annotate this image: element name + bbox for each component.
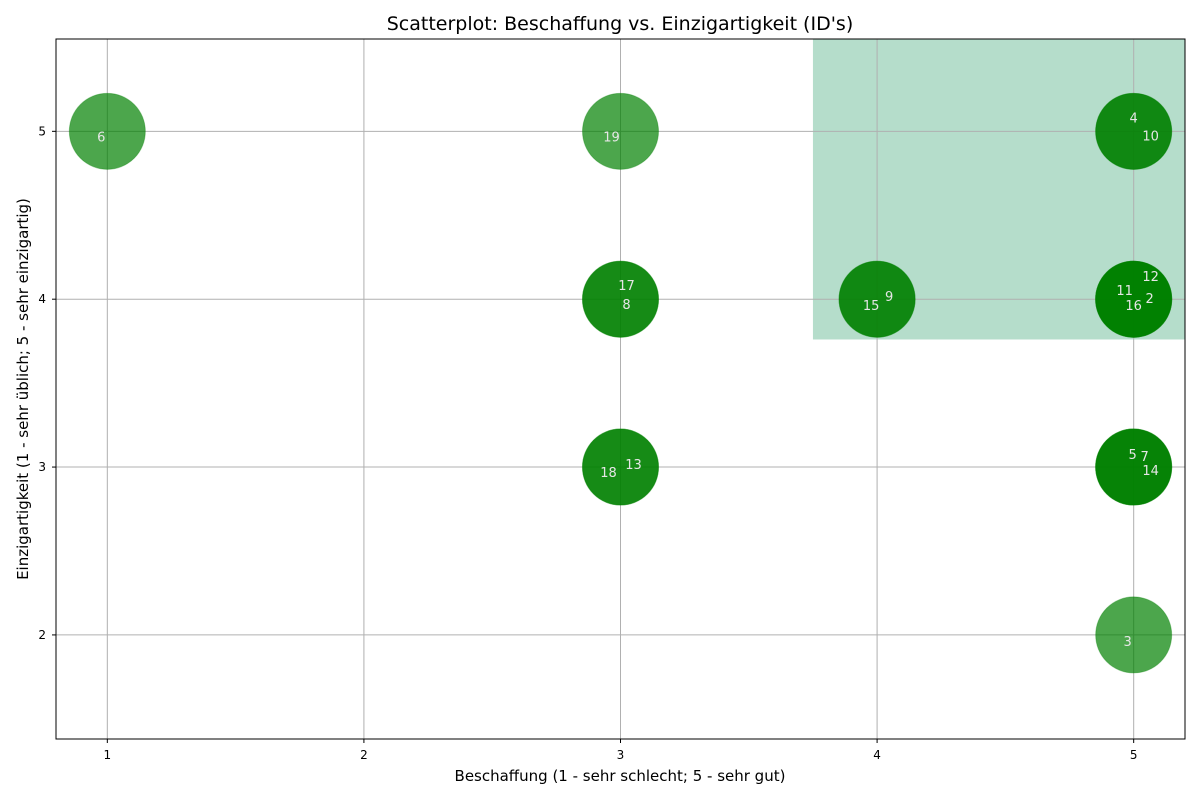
y-tick-label: 4: [38, 292, 46, 306]
point-label-11: 11: [1116, 284, 1133, 299]
data-point-16: [1095, 260, 1173, 338]
x-tick-label: 1: [103, 748, 111, 762]
data-point-18: [582, 428, 659, 506]
point-label-6: 6: [97, 130, 105, 145]
y-tick-label: 3: [38, 460, 46, 474]
y-tick-label: 5: [38, 124, 46, 138]
point-label-13: 13: [625, 458, 642, 473]
x-tick-label: 4: [873, 748, 881, 762]
point-label-16: 16: [1125, 299, 1142, 314]
data-point-6: [68, 92, 146, 170]
point-label-7: 7: [1141, 450, 1149, 465]
point-label-5: 5: [1129, 448, 1137, 463]
x-tick-label: 3: [617, 748, 625, 762]
chart-title: Scatterplot: Beschaffung vs. Einzigartig…: [387, 13, 854, 35]
point-label-14: 14: [1142, 464, 1159, 479]
data-point-3: [1095, 596, 1173, 674]
point-label-12: 12: [1142, 270, 1159, 285]
point-label-19: 19: [603, 130, 620, 145]
data-point-19: [582, 92, 659, 170]
point-label-8: 8: [622, 298, 630, 313]
x-ticks: 1 2 3 4 5: [103, 739, 1138, 762]
point-label-2: 2: [1146, 292, 1154, 307]
point-label-3: 3: [1124, 635, 1132, 650]
point-label-17: 17: [618, 279, 635, 294]
x-axis-label: Beschaffung (1 - sehr schlecht; 5 - sehr…: [455, 767, 786, 785]
y-ticks: 2 3 4 5: [38, 124, 56, 642]
point-label-4: 4: [1130, 111, 1138, 126]
y-axis-label: Einzigartigkeit (1 - sehr üblich; 5 - se…: [14, 198, 32, 580]
data-point-10: [1095, 92, 1173, 170]
x-tick-label: 5: [1130, 748, 1138, 762]
point-label-18: 18: [600, 466, 617, 481]
data-points: [68, 92, 1173, 674]
data-point-14: [1095, 428, 1173, 506]
point-label-15: 15: [863, 299, 880, 314]
point-label-10: 10: [1142, 129, 1159, 144]
data-point-17: [582, 260, 659, 338]
point-labels: 2 3 4 5 6 7 8 9 10 11 12 13 14 15 16 17 18 19: [97, 111, 1159, 650]
point-label-9: 9: [885, 290, 893, 305]
data-point-15: [838, 260, 916, 338]
y-tick-label: 2: [38, 628, 46, 642]
x-tick-label: 2: [360, 748, 368, 762]
